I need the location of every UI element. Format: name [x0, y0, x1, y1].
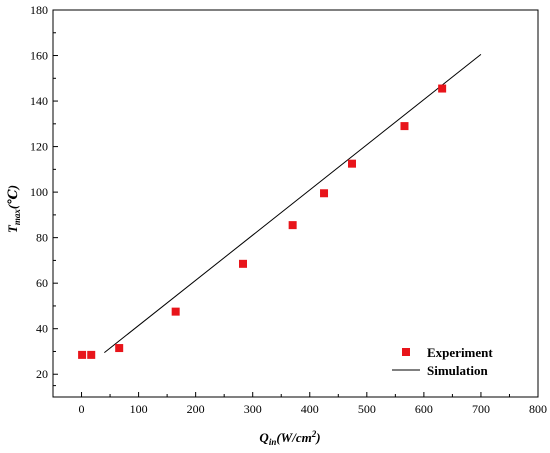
x-tick-label: 200 [187, 402, 205, 416]
x-tick-label: 600 [415, 402, 433, 416]
y-tick-label: 20 [36, 367, 48, 381]
experiment-point [171, 307, 180, 316]
plot-frame [52, 9, 539, 398]
y-axis-title: Tmax(℃) [5, 185, 22, 233]
x-axis-title-rest: (W/cm [276, 430, 311, 445]
y-tick-label: 60 [36, 276, 48, 290]
x-tick-label: 0 [79, 402, 85, 416]
y-axis-title-sub: max [12, 209, 22, 226]
y-axis-title-main: T [5, 224, 20, 233]
y-tick-label: 80 [36, 231, 48, 245]
x-tick-label: 700 [472, 402, 490, 416]
x-tick-label: 300 [244, 402, 262, 416]
experiment-point [87, 350, 96, 359]
legend-swatch-experiment [402, 348, 410, 356]
x-tick-label: 400 [301, 402, 319, 416]
x-axis-title-sub: in [269, 437, 277, 447]
legend: Experiment Simulation [392, 345, 493, 378]
x-axis-title-end: ) [315, 430, 320, 445]
experiment-point [288, 221, 297, 230]
y-tick-label: 120 [30, 140, 48, 154]
y-tick-label: 160 [30, 49, 48, 63]
experiment-point [78, 350, 87, 359]
experiment-point [320, 189, 329, 198]
y-tick-label: 40 [36, 322, 48, 336]
x-axis-title-sup: 2 [311, 429, 317, 439]
x-axis: 0 100 200 300 400 500 600 700 800 [52, 392, 547, 416]
series-layer [78, 53, 482, 359]
y-tick-label: 100 [30, 185, 48, 199]
x-axis-title: Qin(W/cm2) [259, 429, 320, 447]
y-tick-label: 180 [30, 3, 48, 17]
experiment-point [438, 84, 447, 93]
y-axis-title-rest: (℃) [5, 185, 20, 209]
y-tick-label: 140 [30, 94, 48, 108]
y-axis: 20 40 60 80 100 120 140 160 180 [30, 3, 58, 387]
experiment-point [239, 259, 248, 268]
x-axis-title-main: Q [259, 430, 269, 445]
x-tick-label: 100 [130, 402, 148, 416]
experiment-point [115, 344, 124, 353]
experiment-point [347, 159, 356, 168]
x-tick-label: 800 [529, 402, 547, 416]
legend-label-experiment: Experiment [427, 345, 493, 360]
legend-label-simulation: Simulation [427, 363, 488, 378]
x-tick-label: 500 [358, 402, 376, 416]
experiment-point [400, 122, 409, 131]
simulation-line [104, 53, 482, 354]
